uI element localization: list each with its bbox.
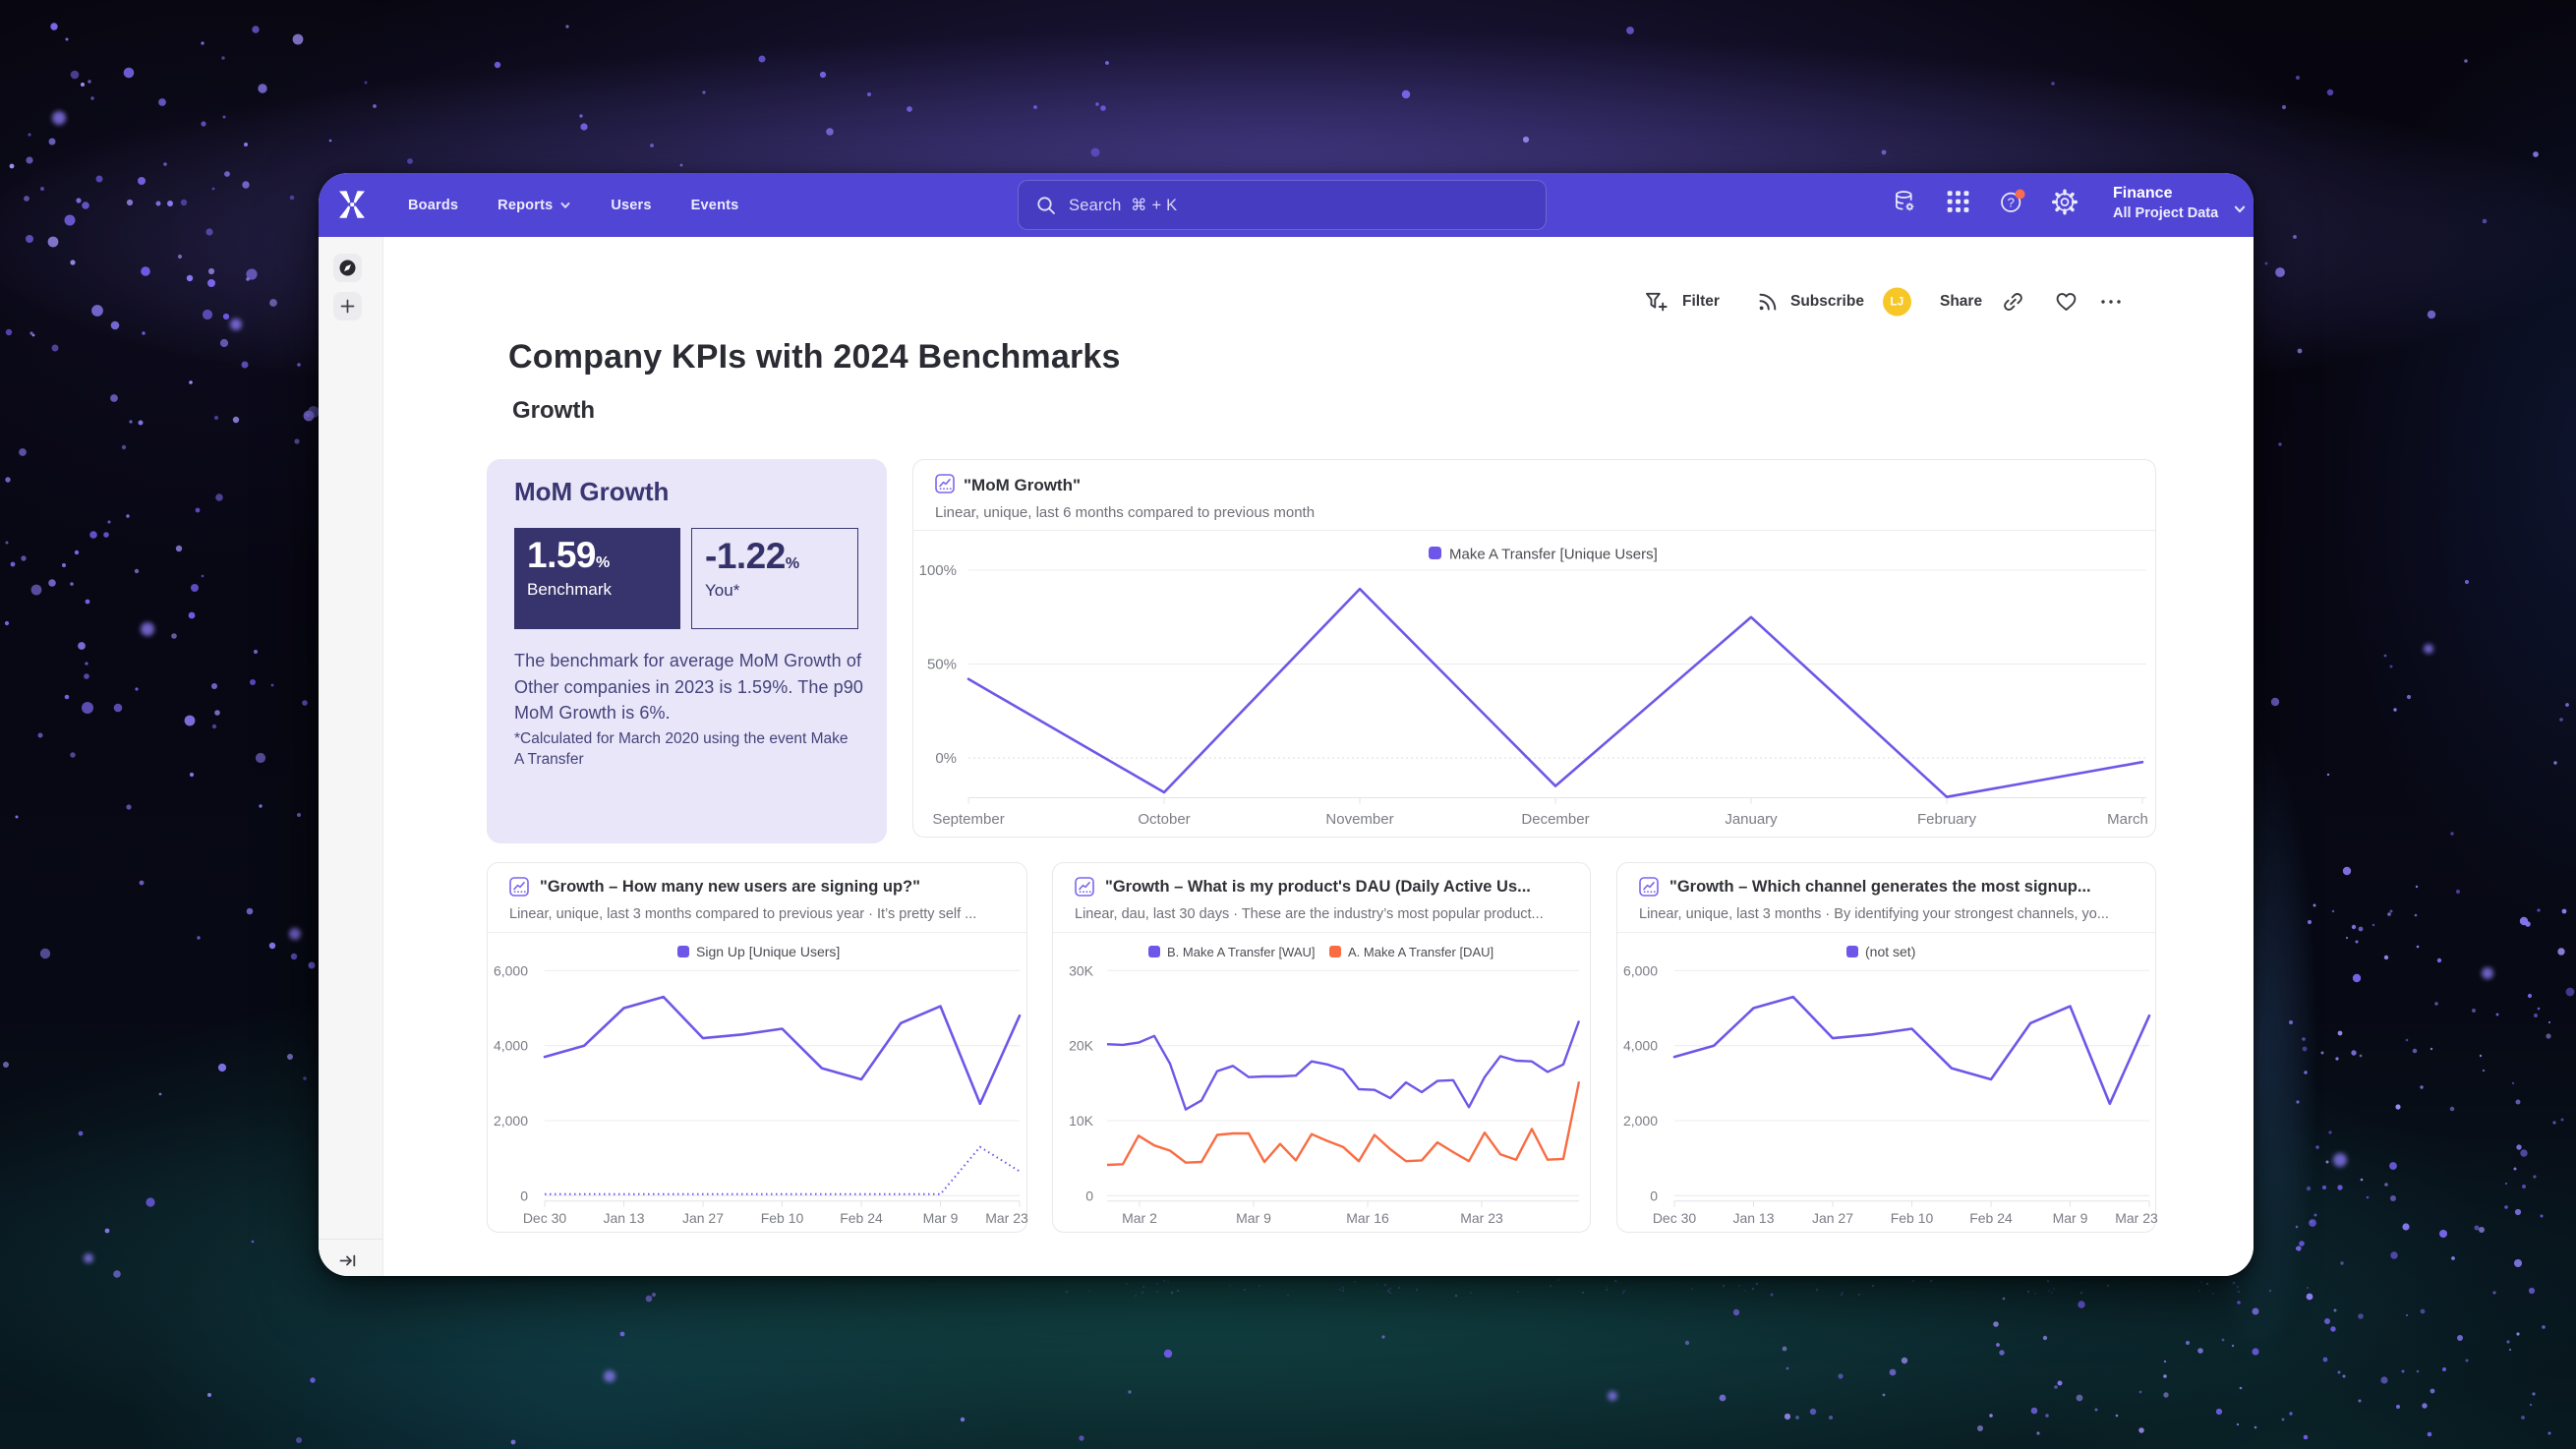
svg-text:January: January: [1725, 811, 1778, 828]
svg-text:100%: 100%: [919, 562, 957, 579]
svg-text:Jan 27: Jan 27: [682, 1210, 724, 1226]
svg-text:Feb 10: Feb 10: [761, 1210, 804, 1226]
svg-text:Mar 9: Mar 9: [923, 1210, 959, 1226]
svg-text:Mar 9: Mar 9: [2053, 1210, 2088, 1226]
svg-text:A. Make A Transfer [DAU]: A. Make A Transfer [DAU]: [1348, 945, 1493, 959]
svg-text:Mar 23: Mar 23: [1460, 1210, 1503, 1226]
svg-text:2,000: 2,000: [1623, 1113, 1658, 1129]
svg-text:4,000: 4,000: [1623, 1038, 1658, 1054]
svg-text:0: 0: [1650, 1188, 1658, 1203]
svg-text:Dec 30: Dec 30: [1653, 1210, 1697, 1226]
svg-text:50%: 50%: [927, 657, 957, 673]
svg-text:Feb 24: Feb 24: [1969, 1210, 2013, 1226]
svg-text:Jan 13: Jan 13: [1732, 1210, 1774, 1226]
svg-text:October: October: [1138, 811, 1190, 828]
svg-text:10K: 10K: [1069, 1113, 1094, 1129]
svg-text:20K: 20K: [1069, 1038, 1094, 1054]
svg-text:Make A Transfer [Unique Users]: Make A Transfer [Unique Users]: [1449, 547, 1658, 563]
svg-text:Jan 27: Jan 27: [1812, 1210, 1853, 1226]
svg-text:0: 0: [520, 1188, 528, 1203]
svg-text:4,000: 4,000: [494, 1038, 528, 1054]
svg-text:Mar 23: Mar 23: [2115, 1210, 2158, 1226]
svg-text:Jan 13: Jan 13: [603, 1210, 644, 1226]
svg-text:Dec 30: Dec 30: [523, 1210, 567, 1226]
svg-text:November: November: [1325, 811, 1393, 828]
svg-text:September: September: [932, 811, 1004, 828]
svg-text:March: March: [2107, 811, 2148, 828]
svg-text:Mar 23: Mar 23: [985, 1210, 1028, 1226]
svg-text:0: 0: [1085, 1188, 1093, 1203]
svg-text:?: ?: [2008, 196, 2015, 210]
svg-text:Feb 10: Feb 10: [1891, 1210, 1934, 1226]
svg-text:Mar 16: Mar 16: [1346, 1210, 1389, 1226]
svg-text:February: February: [1917, 811, 1977, 828]
svg-text:2,000: 2,000: [494, 1113, 528, 1129]
svg-text:December: December: [1521, 811, 1589, 828]
svg-text:6,000: 6,000: [494, 962, 528, 978]
svg-text:30K: 30K: [1069, 962, 1094, 978]
svg-text:0%: 0%: [935, 750, 957, 767]
svg-text:(not set): (not set): [1865, 944, 1915, 959]
svg-text:Mar 2: Mar 2: [1122, 1210, 1157, 1226]
svg-text:Sign Up [Unique Users]: Sign Up [Unique Users]: [696, 944, 840, 959]
svg-text:B. Make A Transfer [WAU]: B. Make A Transfer [WAU]: [1167, 945, 1316, 959]
svg-text:Mar 9: Mar 9: [1236, 1210, 1271, 1226]
svg-text:6,000: 6,000: [1623, 962, 1658, 978]
svg-text:Feb 24: Feb 24: [840, 1210, 883, 1226]
